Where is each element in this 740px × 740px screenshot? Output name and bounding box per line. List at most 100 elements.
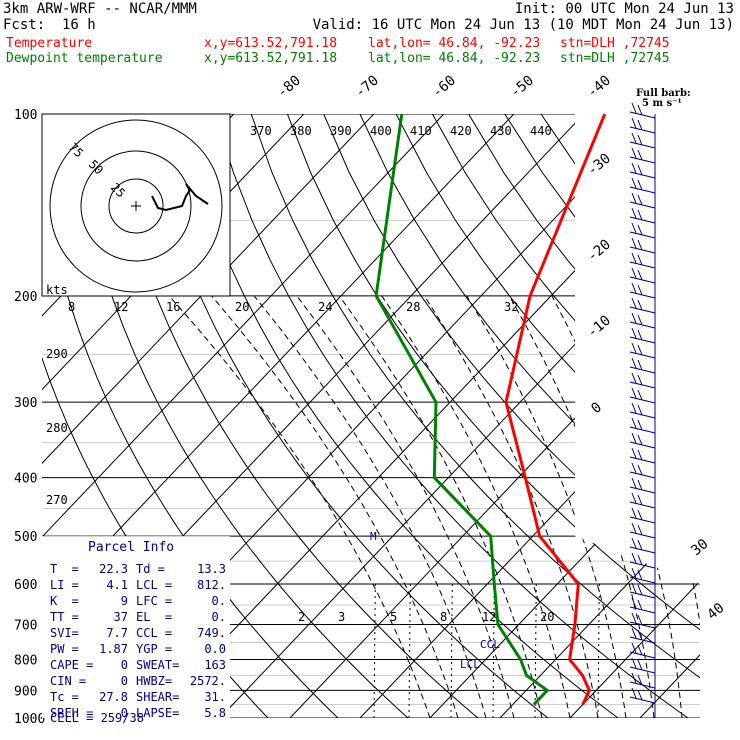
parcel-value: 0.0 [204, 642, 226, 656]
parcel-value: 0 [120, 658, 128, 672]
wind-barb [629, 372, 656, 389]
isotherm-line [429, 114, 700, 718]
parcel-label: Td = [136, 562, 165, 576]
parcel-value: 0. [211, 610, 226, 624]
moist-adiabat-line [466, 295, 627, 718]
dry-adiabat-line [105, 114, 479, 718]
parcel-cell: CELL = 259/38 [50, 711, 144, 725]
dry-adiabat-line [178, 114, 619, 718]
parcel-info-title: Parcel Info [88, 540, 175, 555]
wind-barb [629, 522, 656, 539]
wind-barb [629, 267, 656, 284]
parcel-info-box [42, 536, 230, 718]
theta-label: 280 [46, 421, 68, 435]
isotherm-line [499, 114, 700, 718]
moist-adiabat-line [211, 295, 459, 718]
wind-barb [629, 117, 656, 134]
moist-adiabat-line [168, 295, 431, 718]
mixing-ratio-line [492, 583, 495, 718]
wind-barb [629, 222, 656, 239]
wind-barb [629, 357, 656, 374]
valid-time: Valid: 16 UTC Mon 24 Jun 13 (10 MDT Mon … [312, 17, 734, 33]
wind-barb [629, 417, 656, 434]
barb-key-title: Full barb: [636, 88, 691, 99]
parcel-value: 31. [204, 690, 226, 704]
wind-barb [629, 537, 656, 554]
dry-adiabat-line [142, 114, 549, 718]
parcel-value: 0 [120, 706, 128, 720]
isotherm-line [219, 114, 700, 718]
parcel-label: LAPSE= [136, 706, 180, 720]
dewpoint-xy: x,y=613.52,791.18 [204, 51, 338, 66]
theta-label: 390 [330, 124, 352, 138]
hodograph-units: kts [46, 283, 68, 297]
isotherm-line [710, 114, 740, 718]
dewpoint-latlon: lat,lon= 46.84, -92.23 [368, 51, 541, 66]
parcel-label: HWBZ= [136, 674, 173, 688]
temperature-latlon: lat,lon= 46.84, -92.23 [368, 36, 541, 51]
theta-label: 290 [46, 347, 68, 361]
hodograph-ring [80, 150, 192, 262]
mixing-ratio-label: 5 [390, 610, 397, 624]
wind-barb [629, 657, 656, 674]
dry-adiabat-line [649, 114, 700, 718]
parcel-value: 13.3 [197, 562, 226, 576]
dry-adiabat-line [286, 114, 700, 718]
theta-label: 430 [490, 124, 512, 138]
parcel-row: CAPE = 0 SWEAT= 163 [50, 658, 230, 673]
parcel-row: K = 9 LFC = 0. [50, 594, 230, 609]
temperature-tick-label: -20 [584, 237, 614, 266]
mixing-ratio-label: 8 [68, 300, 75, 314]
parcel-value: 2572. [189, 674, 226, 688]
pressure-tick-label: 300 [14, 396, 37, 411]
wind-barb [629, 387, 656, 404]
wind-barb [629, 252, 656, 269]
forecast-label: Fcst: [3, 17, 46, 33]
parcel-label: SVI= [50, 626, 79, 640]
isotherm-line [42, 114, 515, 718]
mixing-ratio-line [450, 583, 453, 718]
parcel-label: SREH = [50, 706, 94, 720]
parcel-row: LI = 4.1 LCL = 812. [50, 578, 230, 593]
wind-barb [629, 552, 656, 569]
hodograph-ring [49, 119, 223, 293]
pressure-tick-label: 400 [14, 472, 37, 487]
parcel-row: T = 22.3 Td = 13.3 [50, 562, 230, 577]
wind-barb [629, 507, 656, 524]
wind-barb [629, 627, 656, 644]
moist-adiabat-line [551, 295, 683, 718]
wind-barb [629, 597, 656, 614]
wind-barb [629, 672, 656, 689]
parcel-label: CAPE = [50, 658, 94, 672]
dewpoint-profile-line [374, 113, 550, 706]
parcel-value: 7.7 [106, 626, 128, 640]
init-time: Init: 00 UTC Mon 24 Jun 13 [514, 1, 734, 17]
parcel-label: T = [50, 562, 79, 576]
mixing-ratio-line [408, 583, 411, 718]
parcel-label: TT = [50, 610, 79, 624]
temperature-station: stn=DLH ,72745 [560, 36, 670, 51]
wind-barb [629, 477, 656, 494]
temperature-tick-label: -70 [352, 73, 382, 102]
model-title: 3km ARW-WRF -- NCAR/MMM [3, 1, 197, 17]
wind-barb [629, 237, 656, 254]
lcl-annotation: LCL [460, 658, 480, 671]
wind-barb [629, 567, 656, 584]
parcel-value: 163 [204, 658, 226, 672]
wind-barb [629, 687, 656, 704]
isotherm-line [42, 114, 445, 718]
parcel-label: SHEAR= [136, 690, 180, 704]
parcel-label: LFC = [136, 594, 173, 608]
parcel-value: 1.87 [99, 642, 128, 656]
temperature-tick-label: -40 [584, 73, 614, 102]
dry-adiabat-line [69, 114, 409, 718]
wind-barb [629, 282, 656, 299]
theta-label: 380 [290, 124, 312, 138]
wind-barb [629, 612, 656, 629]
moist-adiabat-line [253, 295, 487, 718]
temperature-tick-label: 30 [688, 536, 711, 559]
dry-adiabat-line [613, 114, 700, 718]
mixing-ratio-label: 2 [298, 610, 305, 624]
mixing-ratio-line [534, 583, 537, 718]
wind-barb [629, 492, 656, 509]
